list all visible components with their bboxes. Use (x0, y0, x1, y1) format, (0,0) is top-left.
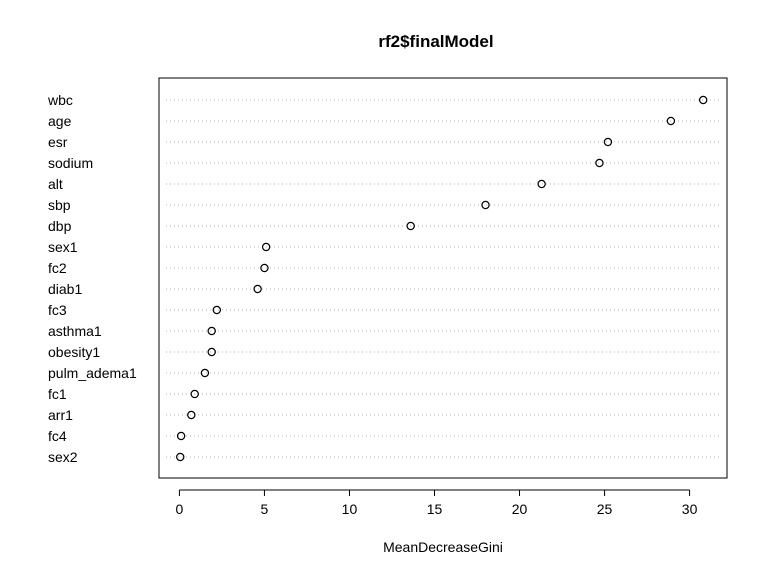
data-point-diab1 (253, 284, 262, 294)
category-label: fc2 (48, 260, 67, 276)
category-label: alt (48, 176, 63, 192)
x-tick-label: 0 (176, 501, 184, 517)
category-label: sex1 (48, 239, 78, 255)
data-point-asthma1 (207, 326, 216, 336)
data-points (176, 95, 708, 462)
category-label: age (48, 113, 72, 129)
x-tick-label: 10 (342, 501, 358, 517)
category-label: diab1 (48, 281, 82, 297)
category-label: pulm_adema1 (48, 365, 137, 381)
x-tick-label: 20 (512, 501, 528, 517)
data-point-sex2 (176, 452, 185, 462)
data-point-age (666, 116, 676, 126)
x-tick-label: 30 (682, 501, 698, 517)
category-label: sbp (48, 197, 71, 213)
data-point-esr (603, 137, 613, 147)
data-point-obesity1 (207, 347, 216, 357)
category-label: asthma1 (48, 323, 102, 339)
data-point-dbp (406, 221, 415, 231)
category-label: sex2 (48, 449, 78, 465)
x-tick-label: 5 (261, 501, 269, 517)
x-axis-label: MeanDecreaseGini (383, 539, 503, 555)
data-point-pulm_adema1 (200, 368, 210, 378)
data-point-fc1 (190, 389, 199, 399)
x-axis: 0 5 10 15 20 25 30 (176, 489, 698, 517)
category-label: fc1 (48, 386, 67, 402)
category-label: arr1 (48, 407, 73, 423)
category-label: obesity1 (48, 344, 100, 360)
data-point-sex1 (261, 242, 271, 252)
category-labels: wbc age esr sodium alt sbp dbp sex1 fc2 diab1 fc3 a… (47, 92, 137, 465)
category-label: sodium (48, 155, 93, 171)
category-label: dbp (48, 218, 72, 234)
data-point-fc2 (260, 263, 269, 273)
data-point-arr1 (187, 410, 196, 420)
category-label: fc3 (48, 302, 67, 318)
guide-lines (166, 99, 720, 458)
x-tick-label: 25 (597, 501, 613, 517)
data-point-wbc (698, 95, 708, 105)
category-label: wbc (47, 92, 73, 108)
x-tick-label: 15 (427, 501, 443, 517)
data-point-fc4 (176, 431, 186, 441)
category-label: fc4 (48, 428, 67, 444)
category-label: esr (48, 134, 68, 150)
data-point-alt (537, 179, 546, 189)
data-point-fc3 (212, 305, 222, 315)
data-point-sbp (481, 200, 490, 210)
data-point-sodium (595, 158, 604, 168)
chart-title: rf2$finalModel (378, 32, 493, 51)
plot-frame (158, 77, 728, 479)
